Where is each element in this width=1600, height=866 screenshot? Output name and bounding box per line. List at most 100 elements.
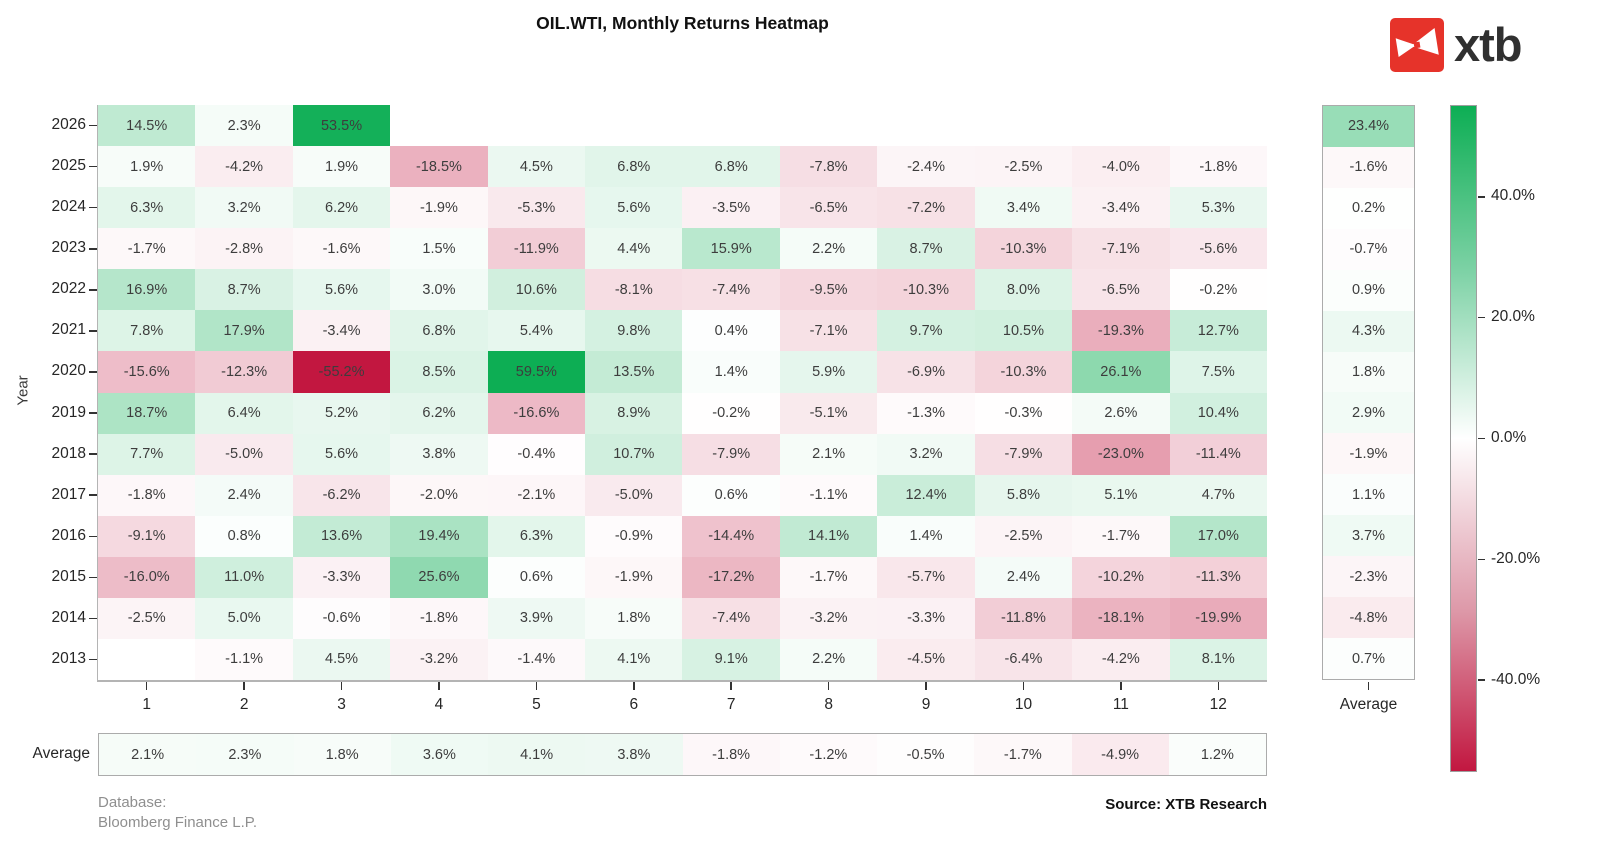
average-column-cell: -0.7% <box>1323 228 1414 270</box>
heatmap-cell: -23.0% <box>1072 433 1170 475</box>
year-tick-mark <box>89 412 97 414</box>
heatmap-cell: -5.3% <box>487 187 586 229</box>
heatmap-cell <box>1072 105 1169 146</box>
heatmap-cell: -1.8% <box>390 597 488 639</box>
month-tick-label: 11 <box>1112 696 1129 713</box>
heatmap-cell: 8.5% <box>390 351 488 393</box>
average-row-cell: 2.1% <box>99 734 197 775</box>
axis-spine-bottom <box>97 680 1267 682</box>
heatmap-cell: -1.1% <box>195 638 293 680</box>
heatmap-cell: 17.9% <box>195 310 293 352</box>
heatmap-cell: 16.9% <box>98 269 196 311</box>
heatmap-cell: 26.1% <box>1072 351 1170 393</box>
heatmap-cell: 7.7% <box>98 433 196 475</box>
heatmap-cell: 5.8% <box>974 474 1073 516</box>
heatmap-cell: -4.2% <box>1072 638 1170 680</box>
heatmap-cell: 0.6% <box>682 474 780 516</box>
heatmap-cell: 1.9% <box>292 146 391 188</box>
average-column-cell: -4.8% <box>1323 597 1414 639</box>
heatmap-cell: -6.5% <box>779 187 878 229</box>
heatmap-cell: -10.3% <box>974 228 1073 270</box>
heatmap-cell: 2.2% <box>779 228 878 270</box>
average-column-cell: -1.9% <box>1323 433 1414 475</box>
month-tick-mark <box>535 682 538 690</box>
average-row-cell: 3.6% <box>390 734 488 775</box>
heatmap-cell: -2.1% <box>487 474 586 516</box>
month-tick-mark <box>925 682 927 690</box>
month-tick-label: 1 <box>142 696 152 713</box>
heatmap-cell: -7.4% <box>682 269 780 311</box>
heatmap-cell: 0.4% <box>682 310 780 352</box>
year-tick-label: 2026 <box>51 116 86 134</box>
year-tick-label: 2016 <box>51 526 86 544</box>
heatmap-cell: -0.2% <box>1169 269 1267 311</box>
heatmap-cell <box>98 639 195 680</box>
month-tick-label: 6 <box>629 696 639 713</box>
month-tick-label: 4 <box>434 696 444 713</box>
heatmap-cell: -14.4% <box>682 515 780 557</box>
heatmap-cell: 6.2% <box>292 187 391 229</box>
heatmap-cell: -5.6% <box>1169 228 1267 270</box>
heatmap-cell: 8.1% <box>1169 638 1267 680</box>
footer-source: Source: XTB Research <box>1105 796 1267 813</box>
month-tick-mark <box>633 682 635 690</box>
heatmap-cell: 3.9% <box>487 597 586 639</box>
heatmap-cell: 11.0% <box>195 556 293 598</box>
heatmap-cell: 8.7% <box>195 269 293 311</box>
average-column-cell: 0.7% <box>1323 638 1414 679</box>
heatmap-cell: 7.8% <box>98 310 196 352</box>
average-row-cell: 1.2% <box>1168 734 1266 775</box>
heatmap-cell: -9.5% <box>779 269 878 311</box>
heatmap-cell <box>975 105 1072 146</box>
heatmap-cell: -11.9% <box>487 228 586 270</box>
year-tick-label: 2015 <box>51 567 86 585</box>
heatmap-cell <box>488 105 585 146</box>
heatmap-cell: -5.0% <box>585 474 683 516</box>
heatmap-cell: 5.3% <box>1169 187 1267 229</box>
average-column-cell: 2.9% <box>1323 392 1414 434</box>
year-tick-mark <box>89 206 97 209</box>
heatmap-cell <box>390 105 487 146</box>
heatmap-cell: 4.1% <box>585 638 683 680</box>
heatmap-cell: -1.1% <box>779 474 878 516</box>
year-tick-label: 2022 <box>51 280 86 298</box>
heatmap-cell: -0.9% <box>585 515 683 557</box>
average-column-tick-mark <box>1367 682 1369 690</box>
heatmap-cell: -16.0% <box>98 556 196 598</box>
heatmap-cell: -10.2% <box>1072 556 1170 598</box>
year-tick-mark <box>89 330 97 332</box>
heatmap-cell: -4.2% <box>195 146 293 188</box>
heatmap-cell: -16.6% <box>487 392 586 434</box>
month-tick-mark <box>145 682 148 690</box>
heatmap-cell: -4.5% <box>877 638 975 680</box>
heatmap-cell: 10.7% <box>585 433 683 475</box>
heatmap-cell: -8.1% <box>585 269 683 311</box>
heatmap-cell: -18.5% <box>390 146 488 188</box>
colorbar-tick-mark <box>1478 558 1485 561</box>
heatmap-cell: -19.9% <box>1169 597 1267 639</box>
heatmap-cell: 19.4% <box>390 515 488 557</box>
year-tick-label: 2014 <box>51 608 86 626</box>
heatmap-cell: 2.3% <box>195 105 293 147</box>
month-tick-mark <box>730 682 732 690</box>
year-tick-mark <box>89 371 97 373</box>
heatmap-cell: -1.7% <box>1072 515 1170 557</box>
year-tick-mark <box>89 535 97 537</box>
heatmap-cell: -1.3% <box>877 392 975 434</box>
heatmap-cell: 10.6% <box>487 269 586 311</box>
heatmap-cell: 1.4% <box>877 515 975 557</box>
heatmap-cell: 14.1% <box>779 515 878 557</box>
heatmap-cell: -3.4% <box>292 310 391 352</box>
heatmap-cell: -2.5% <box>98 597 196 639</box>
colorbar-tick-mark <box>1478 196 1485 198</box>
heatmap-cell: -3.2% <box>390 638 488 680</box>
year-tick-label: 2020 <box>51 362 86 380</box>
heatmap-cell: 8.0% <box>974 269 1073 311</box>
heatmap-cell: -2.5% <box>974 146 1073 188</box>
heatmap-cell: 3.2% <box>195 187 293 229</box>
heatmap-cell <box>585 105 682 146</box>
heatmap-cell: -1.9% <box>390 187 488 229</box>
heatmap-cell: 5.6% <box>292 269 391 311</box>
heatmap-cell: 5.6% <box>292 433 391 475</box>
